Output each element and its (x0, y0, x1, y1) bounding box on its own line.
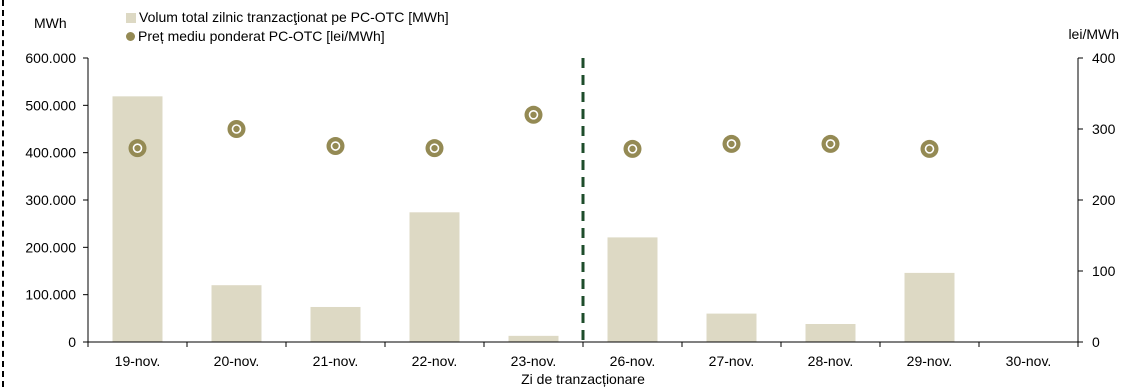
page-left-dashed-border (2, 0, 4, 387)
bar-volume (112, 96, 163, 342)
price-point-ring (528, 110, 539, 120)
price-point-ring (627, 144, 638, 154)
legend-label-volume: Volum total zilnic tranzacţionat pe PC-O… (139, 9, 449, 25)
price-point-ring (330, 141, 341, 151)
bar-volume (409, 212, 460, 342)
y-tick-label-left: 100.000 (25, 287, 76, 303)
y-tick-label-left: 600.000 (25, 50, 76, 66)
legend-bar-swatch (126, 12, 136, 23)
bar-volume (706, 313, 757, 342)
legend-label-price: Preț mediu ponderat PC-OTC [lei/MWh] (138, 28, 385, 44)
x-tick-label: 30-nov. (1006, 353, 1052, 369)
price-point-ring (231, 124, 242, 134)
y-tick-label-right: 200 (1092, 192, 1116, 208)
x-tick-label: 20-nov. (214, 353, 260, 369)
y-tick-label-left: 0 (68, 334, 76, 350)
x-tick-label: 29-nov. (907, 353, 953, 369)
bar-volume (607, 237, 658, 342)
y-tick-label-right: 0 (1092, 334, 1100, 350)
bar-volume (904, 272, 955, 342)
y-tick-label-right: 300 (1092, 121, 1116, 137)
x-axis-title: Zi de tranzacționare (521, 371, 645, 387)
price-point (524, 105, 543, 124)
bar-volume (508, 335, 559, 342)
y-tick-label-left: 400.000 (25, 145, 76, 161)
price-point (722, 134, 741, 153)
y-tick-label-left: 300.000 (25, 192, 76, 208)
chart-legend: Volum total zilnic tranzacţionat pe PC-O… (126, 8, 449, 46)
bar-volume (310, 306, 361, 342)
price-point (425, 139, 444, 158)
x-tick-label: 28-nov. (808, 353, 854, 369)
legend-item-volume: Volum total zilnic tranzacţionat pe PC-O… (126, 8, 449, 27)
y-tick-label-left: 500.000 (25, 97, 76, 113)
right-axis-unit: lei/MWh (1068, 26, 1119, 42)
x-tick-label: 27-nov. (709, 353, 755, 369)
price-point-ring (429, 143, 440, 153)
x-tick-label: 22-nov. (412, 353, 458, 369)
legend-item-price: Preț mediu ponderat PC-OTC [lei/MWh] (126, 27, 449, 46)
price-point (623, 139, 642, 158)
price-point (920, 139, 939, 158)
left-axis-unit: MWh (34, 15, 67, 31)
price-point-ring (726, 139, 737, 149)
price-point (227, 120, 246, 138)
x-tick-label: 19-nov. (115, 353, 161, 369)
price-point (821, 134, 840, 153)
x-tick-label: 21-nov. (313, 353, 359, 369)
bar-volume (211, 285, 262, 342)
legend-dot-swatch (126, 32, 135, 41)
y-tick-label-right: 400 (1092, 50, 1116, 66)
x-tick-label: 26-nov. (610, 353, 656, 369)
price-point-ring (825, 139, 836, 149)
price-point (326, 137, 345, 156)
price-point-ring (132, 143, 143, 153)
price-point (128, 139, 147, 158)
y-tick-label-left: 200.000 (25, 239, 76, 255)
y-tick-label-right: 100 (1092, 263, 1116, 279)
x-tick-label: 23-nov. (511, 353, 557, 369)
bar-volume (805, 324, 856, 342)
price-point-ring (924, 144, 935, 154)
